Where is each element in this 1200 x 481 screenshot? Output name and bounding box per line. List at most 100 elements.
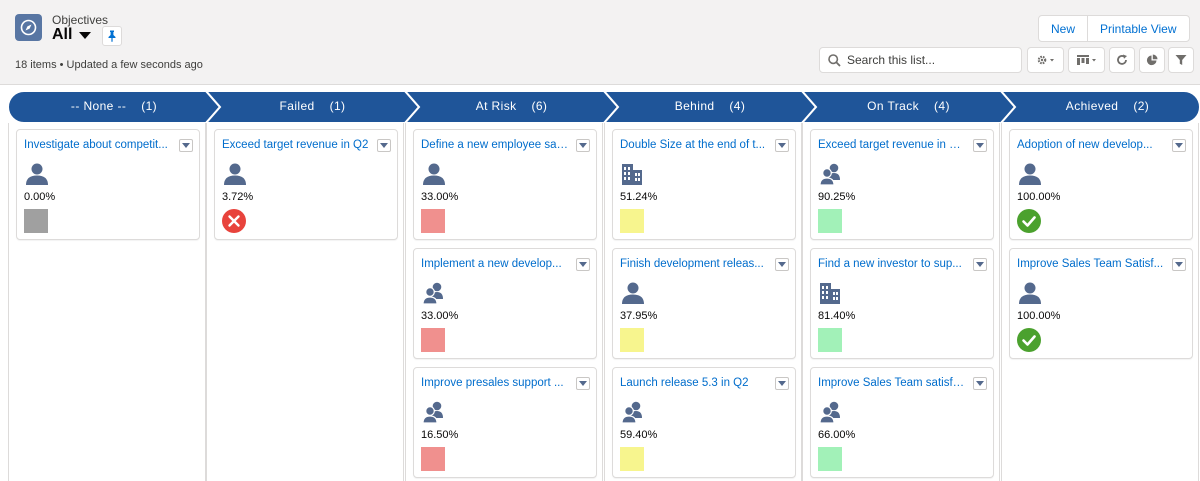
card-actions-button[interactable] [576, 377, 590, 390]
filter-icon [1175, 55, 1187, 65]
objective-link[interactable]: Find a new investor to sup... [818, 258, 962, 270]
objective-link[interactable]: Investigate about competit... [24, 139, 168, 151]
card-actions-button[interactable] [179, 139, 193, 152]
objective-link[interactable]: Exceed target revenue in Q... [818, 139, 966, 151]
search-box[interactable] [819, 47, 1022, 73]
objective-card[interactable]: Find a new investor to sup... 81.40% [810, 248, 994, 359]
objective-link[interactable]: Adoption of new develop... [1017, 139, 1153, 151]
objective-link[interactable]: Finish development releas... [620, 258, 764, 270]
stage-chevron[interactable] [403, 91, 620, 123]
stage-count: (4) [933, 99, 950, 113]
status-indicator [818, 447, 842, 471]
stage-count: (1) [141, 99, 158, 113]
gear-icon [1037, 55, 1054, 65]
search-input[interactable] [847, 53, 1017, 67]
chevron-down-icon [579, 143, 587, 148]
objective-card[interactable]: Launch release 5.3 in Q2 59.40% [612, 367, 796, 478]
chevron-down-icon [976, 143, 984, 148]
objective-link[interactable]: Improve Sales Team satisfa... [818, 377, 966, 389]
progress-percentage: 90.25% [818, 191, 856, 203]
objective-card[interactable]: Exceed target revenue in Q2 3.72% [214, 129, 398, 240]
card-actions-button[interactable] [775, 258, 789, 271]
kanban-column: Adoption of new develop... 100.00% Improve… [1001, 123, 1199, 481]
objective-card[interactable]: Implement a new develop... 33.00% [413, 248, 597, 359]
progress-percentage: 59.40% [620, 429, 658, 441]
card-actions-button[interactable] [973, 139, 987, 152]
card-actions-button[interactable] [1172, 258, 1186, 271]
objective-card[interactable]: Investigate about competit... 0.00% [16, 129, 200, 240]
refresh-button[interactable] [1109, 47, 1135, 73]
objective-card[interactable]: Define a new employee sat... 33.00% [413, 129, 597, 240]
stage-name: -- None -- [70, 99, 127, 113]
objective-card[interactable]: Finish development releas... 37.95% [612, 248, 796, 359]
progress-percentage: 81.40% [818, 310, 856, 322]
stage-chevron[interactable] [8, 91, 222, 123]
status-indicator [818, 328, 842, 352]
objective-card[interactable]: Double Size at the end of t... 51.24% [612, 129, 796, 240]
card-actions-button[interactable] [973, 377, 987, 390]
objective-card[interactable]: Exceed target revenue in Q... 90.25% [810, 129, 994, 240]
building-icon [818, 280, 844, 306]
stage-label: Achieved (2) [1011, 99, 1200, 113]
group-icon [818, 161, 844, 187]
objective-link[interactable]: Launch release 5.3 in Q2 [620, 377, 749, 389]
stage-chevron[interactable] [204, 91, 421, 123]
chevron-down-icon [380, 143, 388, 148]
objective-card[interactable]: Improve Sales Team satisfa... 66.00% [810, 367, 994, 478]
achieved-status-icon [1017, 209, 1041, 233]
stage-name: Achieved [1065, 99, 1119, 113]
view-name: All [52, 26, 73, 43]
charts-button[interactable] [1139, 47, 1165, 73]
objective-card[interactable]: Improve Sales Team Satisf... 100.00% [1009, 248, 1193, 359]
progress-percentage: 33.00% [421, 191, 459, 203]
stage-label: On Track (4) [812, 99, 1005, 113]
progress-percentage: 100.00% [1017, 191, 1061, 203]
achieved-status-icon [1017, 328, 1041, 352]
stage-chevron[interactable] [602, 91, 818, 123]
card-actions-button[interactable] [775, 377, 789, 390]
objective-card[interactable]: Improve presales support ... 16.50% [413, 367, 597, 478]
kanban-column: Exceed target revenue in Q... 90.25% Find … [802, 123, 1000, 481]
chevron-down-icon [1175, 143, 1183, 148]
objective-card[interactable]: Adoption of new develop... 100.00% [1009, 129, 1193, 240]
list-view-header: Objectives All 18 items • Updated a few … [0, 0, 1200, 85]
status-indicator [421, 447, 445, 471]
user-icon [1017, 161, 1043, 187]
objective-link[interactable]: Exceed target revenue in Q2 [222, 139, 369, 151]
stage-count: (4) [729, 99, 746, 113]
card-actions-button[interactable] [973, 258, 987, 271]
chevron-down-icon [182, 143, 190, 148]
objective-link[interactable]: Double Size at the end of t... [620, 139, 766, 151]
printable-view-button[interactable]: Printable View [1087, 16, 1189, 41]
card-actions-button[interactable] [1172, 139, 1186, 152]
card-actions-button[interactable] [576, 139, 590, 152]
user-icon [24, 161, 50, 187]
objectives-icon [15, 14, 42, 41]
object-label: Objectives [52, 13, 109, 27]
kanban-icon [1076, 55, 1096, 65]
card-actions-button[interactable] [775, 139, 789, 152]
stage-count: (6) [531, 99, 548, 113]
list-view-selector[interactable]: All [52, 26, 92, 44]
pin-list-view-button[interactable] [102, 26, 122, 46]
objective-link[interactable]: Improve Sales Team Satisf... [1017, 258, 1164, 270]
objective-link[interactable]: Define a new employee sat... [421, 139, 569, 151]
status-indicator [421, 328, 445, 352]
list-settings-button[interactable] [1027, 47, 1064, 73]
objective-link[interactable]: Improve presales support ... [421, 377, 564, 389]
stage-chevron[interactable] [800, 91, 1017, 123]
display-as-button[interactable] [1068, 47, 1105, 73]
stage-count: (1) [329, 99, 346, 113]
chevron-down-icon [79, 31, 92, 39]
card-actions-button[interactable] [576, 258, 590, 271]
search-icon [828, 53, 841, 67]
filter-button[interactable] [1168, 47, 1194, 73]
pie-chart-icon [1146, 54, 1158, 66]
new-button[interactable]: New [1051, 21, 1076, 36]
group-icon [620, 399, 646, 425]
list-status-text: 18 items • Updated a few seconds ago [15, 59, 203, 71]
kanban-column: Double Size at the end of t... 51.24% Fin… [604, 123, 802, 481]
card-actions-button[interactable] [377, 139, 391, 152]
objective-link[interactable]: Implement a new develop... [421, 258, 562, 270]
progress-percentage: 100.00% [1017, 310, 1061, 322]
